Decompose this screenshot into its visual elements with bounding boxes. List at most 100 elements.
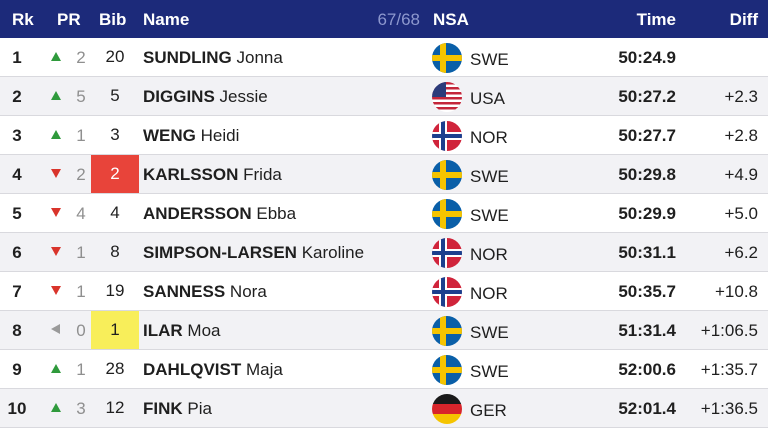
position-change: 2	[76, 165, 86, 184]
header-bib[interactable]: Bib	[99, 10, 127, 29]
arrow-left-icon	[51, 324, 60, 334]
athlete-first-name: Jessie	[219, 87, 268, 106]
rank: 4	[12, 165, 22, 184]
finish-time: 50:27.2	[618, 87, 676, 106]
athlete-first-name: Jonna	[236, 48, 283, 67]
checkpoint-count: 67/68	[377, 10, 420, 29]
athlete-name[interactable]: DAHLQVIST Maja	[143, 360, 283, 380]
rank: 9	[12, 360, 22, 379]
bib-number: 2	[91, 155, 139, 193]
header-rank[interactable]: Rk	[12, 10, 34, 29]
results-header: Rk PR Bib Name 67/68 NSA Time Diff	[0, 0, 768, 38]
swe-flag-icon	[432, 160, 462, 190]
nor-flag-icon	[432, 277, 462, 307]
finish-time: 50:24.9	[618, 48, 676, 67]
position-change: 3	[76, 399, 86, 418]
swe-flag-icon	[432, 316, 462, 346]
athlete-first-name: Maja	[245, 360, 283, 379]
bib-number: 5	[110, 86, 120, 105]
usa-flag-icon	[432, 82, 462, 112]
time-diff: +2.8	[724, 126, 758, 145]
position-change: 1	[76, 126, 86, 145]
time-diff: +2.3	[724, 87, 758, 106]
header-nsa[interactable]: NSA	[433, 10, 469, 29]
table-row[interactable]: 7 1 19 SANNESS Nora NOR 50:35.7 +10.8	[0, 272, 768, 311]
nation-code: NOR	[470, 128, 508, 147]
nation-code: SWE	[470, 323, 509, 342]
bib-number: 20	[105, 47, 125, 66]
header-pr[interactable]: PR	[57, 10, 81, 29]
athlete-last-name: SUNDLING	[143, 48, 232, 67]
table-row[interactable]: 1 2 20 SUNDLING Jonna SWE 50:24.9	[0, 38, 768, 77]
nation-code: SWE	[470, 50, 509, 69]
table-row[interactable]: 3 1 3 WENG Heidi NOR 50:27.7 +2.8	[0, 116, 768, 155]
athlete-name[interactable]: FINK Pia	[143, 399, 212, 419]
nation-code: NOR	[470, 284, 508, 303]
athlete-name[interactable]: ILAR Moa	[143, 321, 220, 341]
finish-time: 50:29.8	[618, 165, 676, 184]
table-row[interactable]: 6 1 8 SIMPSON-LARSEN Karoline NOR 50:31.1 +6.2	[0, 233, 768, 272]
nation-code: SWE	[470, 206, 509, 225]
athlete-first-name: Pia	[187, 399, 212, 418]
finish-time: 50:35.7	[618, 282, 676, 301]
nation-code: SWE	[470, 362, 509, 381]
finish-time: 51:31.4	[618, 321, 676, 340]
table-row[interactable]: 5 4 4 ANDERSSON Ebba SWE 50:29.9 +5.0	[0, 194, 768, 233]
athlete-last-name: WENG	[143, 126, 196, 145]
time-diff: +1:35.7	[700, 360, 758, 379]
athlete-first-name: Moa	[187, 321, 221, 340]
table-row[interactable]: 4 2 2 KARLSSON Frida SWE 50:29.8 +4.9	[0, 155, 768, 194]
swe-flag-icon	[432, 43, 462, 73]
athlete-last-name: KARLSSON	[143, 165, 239, 184]
rank: 3	[12, 126, 22, 145]
table-row[interactable]: 9 1 28 DAHLQVIST Maja SWE 52:00.6 +1:35.7	[0, 350, 768, 389]
nor-flag-icon	[432, 121, 462, 151]
finish-time: 50:31.1	[618, 243, 676, 262]
time-diff: +4.9	[724, 165, 758, 184]
athlete-name[interactable]: KARLSSON Frida	[143, 165, 282, 185]
position-change: 0	[76, 321, 86, 340]
header-diff[interactable]: Diff	[729, 10, 758, 29]
arrow-up-icon	[51, 130, 61, 139]
athlete-name[interactable]: DIGGINS Jessie	[143, 87, 268, 107]
time-diff: +5.0	[724, 204, 758, 223]
position-change: 1	[76, 360, 86, 379]
athlete-name[interactable]: SANNESS Nora	[143, 282, 267, 302]
rank: 7	[12, 282, 22, 301]
athlete-name[interactable]: SIMPSON-LARSEN Karoline	[143, 243, 364, 263]
position-change: 1	[76, 243, 86, 262]
athlete-first-name: Frida	[243, 165, 282, 184]
table-row[interactable]: 8 0 1 ILAR Moa SWE 51:31.4 +1:06.5	[0, 311, 768, 350]
athlete-first-name: Ebba	[256, 204, 297, 223]
athlete-name[interactable]: ANDERSSON Ebba	[143, 204, 296, 224]
arrow-up-icon	[51, 364, 61, 373]
bib-number: 1	[91, 311, 139, 349]
table-row[interactable]: 2 5 5 DIGGINS Jessie USA 50:27.2 +2.3	[0, 77, 768, 116]
athlete-last-name: FINK	[143, 399, 183, 418]
time-diff: +1:06.5	[700, 321, 758, 340]
rank: 1	[12, 48, 22, 67]
header-time[interactable]: Time	[636, 10, 676, 29]
athlete-first-name: Nora	[229, 282, 267, 301]
athlete-last-name: SANNESS	[143, 282, 226, 301]
table-row[interactable]: 10 3 12 FINK Pia GER 52:01.4 +1:36.5	[0, 389, 768, 428]
position-change: 4	[76, 204, 86, 223]
bib-number: 28	[105, 359, 125, 378]
arrow-down-icon	[51, 286, 61, 295]
athlete-name[interactable]: SUNDLING Jonna	[143, 48, 283, 68]
athlete-last-name: DIGGINS	[143, 87, 215, 106]
position-change: 2	[76, 48, 86, 67]
swe-flag-icon	[432, 199, 462, 229]
arrow-down-icon	[51, 169, 61, 178]
header-name[interactable]: Name	[143, 10, 190, 29]
athlete-name[interactable]: WENG Heidi	[143, 126, 239, 146]
nation-code: SWE	[470, 167, 509, 186]
finish-time: 52:01.4	[618, 399, 676, 418]
bib-number: 12	[105, 398, 125, 417]
athlete-last-name: SIMPSON-LARSEN	[143, 243, 297, 262]
results-rows: 1 2 20 SUNDLING Jonna SWE 50:24.9 2 5 5 DIGGINS J…	[0, 38, 768, 428]
bib-number: 19	[105, 281, 125, 300]
rank: 10	[7, 399, 27, 418]
arrow-up-icon	[51, 91, 61, 100]
